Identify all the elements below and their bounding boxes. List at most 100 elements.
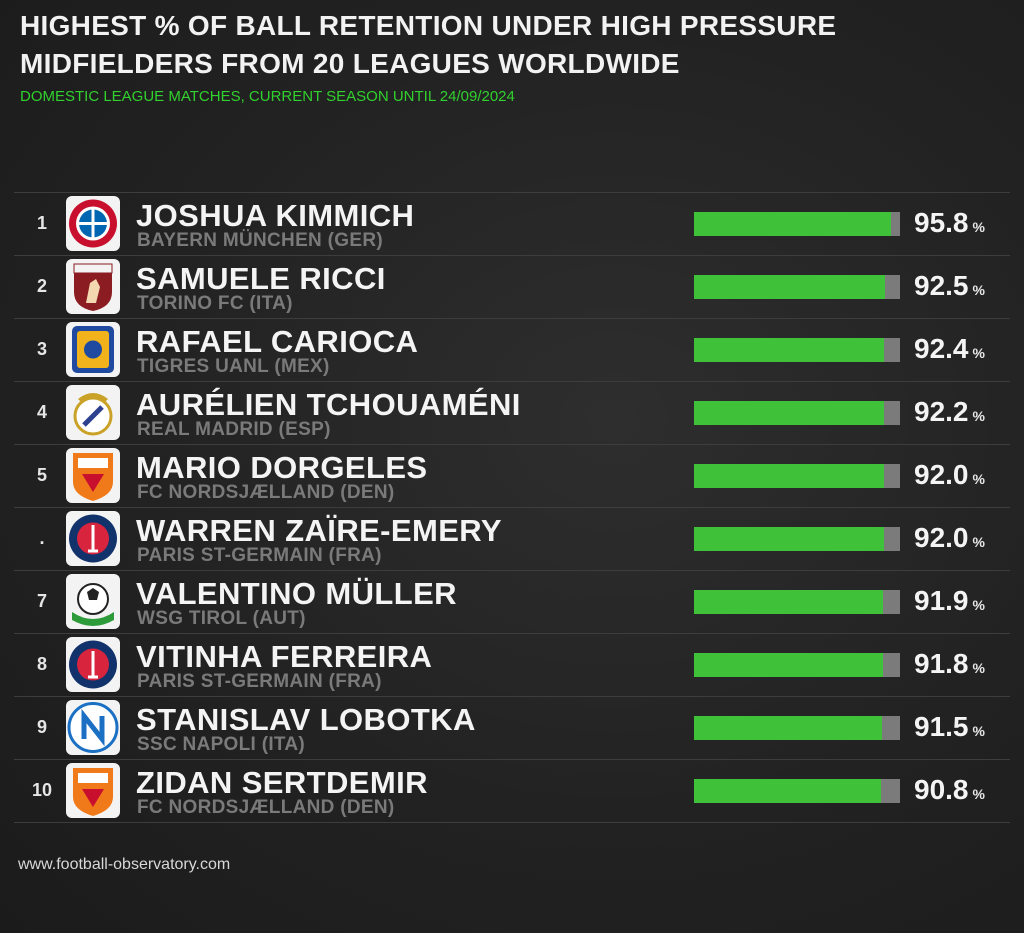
club-name: WSG TIROL (AUT) — [137, 608, 306, 629]
bar — [694, 590, 883, 614]
bar-track — [694, 464, 900, 488]
player-name: STANISLAV LOBOTKA — [136, 702, 476, 737]
value-number: 91.9 — [914, 585, 969, 616]
bar — [694, 779, 881, 803]
value-number: 92.2 — [914, 396, 969, 427]
club-name: TORINO FC (ITA) — [137, 293, 293, 314]
player-name: RAFAEL CARIOCA — [136, 324, 419, 359]
value-number: 90.8 — [914, 774, 969, 805]
rank-number: 10 — [31, 780, 53, 800]
value-number: 91.5 — [914, 711, 969, 742]
real-madrid-icon — [66, 385, 120, 440]
ranking-row: 5 MARIO DORGELES FC NORDSJÆLLAND (DEN) 92.0… — [14, 444, 1010, 507]
napoli-icon — [66, 700, 120, 755]
rank-number: 4 — [36, 402, 47, 422]
player-name: AURÉLIEN TCHOUAMÉNI — [136, 387, 521, 422]
player-name: SAMUELE RICCI — [136, 261, 386, 296]
rank-number: 7 — [36, 591, 47, 611]
bar — [694, 275, 885, 299]
ranking-row: 7 VALENTINO MÜLLER WSG TIROL (AUT) 91.9% — [14, 570, 1010, 633]
wsg-tirol-icon — [66, 574, 120, 629]
bar-track — [694, 653, 900, 677]
data-label: 92.2% — [914, 396, 985, 428]
data-label: 91.9% — [914, 585, 985, 617]
bayern-icon — [66, 196, 120, 251]
percent-sign: % — [972, 597, 985, 613]
data-label: 91.5% — [914, 711, 985, 743]
bar-track — [694, 275, 900, 299]
data-label: 92.0% — [914, 522, 985, 554]
value-number: 95.8 — [914, 207, 969, 238]
value-number: 92.0 — [914, 522, 969, 553]
player-name: WARREN ZAÏRE-EMERY — [136, 513, 503, 548]
rank-number: 9 — [36, 717, 47, 737]
club-name: REAL MADRID (ESP) — [137, 419, 331, 440]
nordsjaelland-icon — [66, 448, 120, 503]
club-name: TIGRES UANL (MEX) — [137, 356, 330, 377]
ranking-row: 8 VITINHA FERREIRA PARIS ST-GERMAIN (FRA) 9… — [14, 633, 1010, 696]
value-number: 92.4 — [914, 333, 969, 364]
bar-track — [694, 590, 900, 614]
bar — [694, 401, 884, 425]
data-label: 92.5% — [914, 270, 985, 302]
rank-number: 8 — [36, 654, 47, 674]
bar — [694, 653, 883, 677]
value-number: 92.0 — [914, 459, 969, 490]
value-number: 92.5 — [914, 270, 969, 301]
percent-sign: % — [972, 723, 985, 739]
bar — [694, 464, 884, 488]
ranking-row: 2 SAMUELE RICCI TORINO FC (ITA) 92.5% — [14, 255, 1010, 318]
bar — [694, 716, 882, 740]
ranking-row: 1 JOSHUA KIMMICH BAYERN MÜNCHEN (GER) 95.8% — [14, 192, 1010, 255]
data-label: 91.8% — [914, 648, 985, 680]
tigres-icon — [66, 322, 120, 377]
chart-title: HIGHEST % OF BALL RETENTION UNDER HIGH P… — [20, 10, 837, 41]
ranking-row: . WARREN ZAÏRE-EMERY PARIS ST-GERMAIN (FRA… — [14, 507, 1010, 570]
bar-track — [694, 779, 900, 803]
psg-icon — [66, 511, 120, 566]
rank-number: . — [39, 528, 45, 548]
source-link[interactable]: www.football-observatory.com — [18, 856, 231, 873]
rank-number: 2 — [36, 276, 47, 296]
club-name: PARIS ST-GERMAIN (FRA) — [137, 545, 382, 566]
percent-sign: % — [972, 345, 985, 361]
percent-sign: % — [972, 660, 985, 676]
bar-track — [694, 527, 900, 551]
bar-track — [694, 401, 900, 425]
percent-sign: % — [972, 786, 985, 802]
bar — [694, 338, 884, 362]
rank-number: 3 — [36, 339, 47, 359]
rank-number: 1 — [36, 213, 47, 233]
data-label: 92.4% — [914, 333, 985, 365]
player-name: VALENTINO MÜLLER — [136, 576, 457, 611]
bar-track — [694, 212, 900, 236]
ranking-row: 4 AURÉLIEN TCHOUAMÉNI REAL MADRID (ESP) 92.… — [14, 381, 1010, 444]
bar — [694, 527, 884, 551]
player-name: MARIO DORGELES — [136, 450, 428, 485]
bar — [694, 212, 891, 236]
ranking-row: 3 RAFAEL CARIOCA TIGRES UANL (MEX) 92.4% — [14, 318, 1010, 381]
ranking-row: 9 STANISLAV LOBOTKA SSC NAPOLI (ITA) 91.5% — [14, 696, 1010, 759]
chart-caption: DOMESTIC LEAGUE MATCHES, CURRENT SEASON … — [20, 88, 515, 105]
club-name: SSC NAPOLI (ITA) — [137, 734, 306, 755]
club-name: FC NORDSJÆLLAND (DEN) — [137, 482, 395, 503]
player-name: ZIDAN SERTDEMIR — [136, 765, 428, 800]
percent-sign: % — [972, 408, 985, 424]
player-name: VITINHA FERREIRA — [136, 639, 433, 674]
data-label: 90.8% — [914, 774, 985, 806]
player-name: JOSHUA KIMMICH — [136, 198, 415, 233]
value-number: 91.8 — [914, 648, 969, 679]
torino-icon — [66, 259, 120, 314]
nordsjaelland-icon — [66, 763, 120, 818]
percent-sign: % — [972, 534, 985, 550]
data-label: 95.8% — [914, 207, 985, 239]
rank-number: 5 — [36, 465, 47, 485]
club-name: FC NORDSJÆLLAND (DEN) — [137, 797, 395, 818]
percent-sign: % — [972, 471, 985, 487]
data-label: 92.0% — [914, 459, 985, 491]
percent-sign: % — [972, 219, 985, 235]
percent-sign: % — [972, 282, 985, 298]
ranking-table: 1 JOSHUA KIMMICH BAYERN MÜNCHEN (GER) 95.8%… — [14, 192, 1010, 823]
club-name: PARIS ST-GERMAIN (FRA) — [137, 671, 382, 692]
bar-track — [694, 338, 900, 362]
